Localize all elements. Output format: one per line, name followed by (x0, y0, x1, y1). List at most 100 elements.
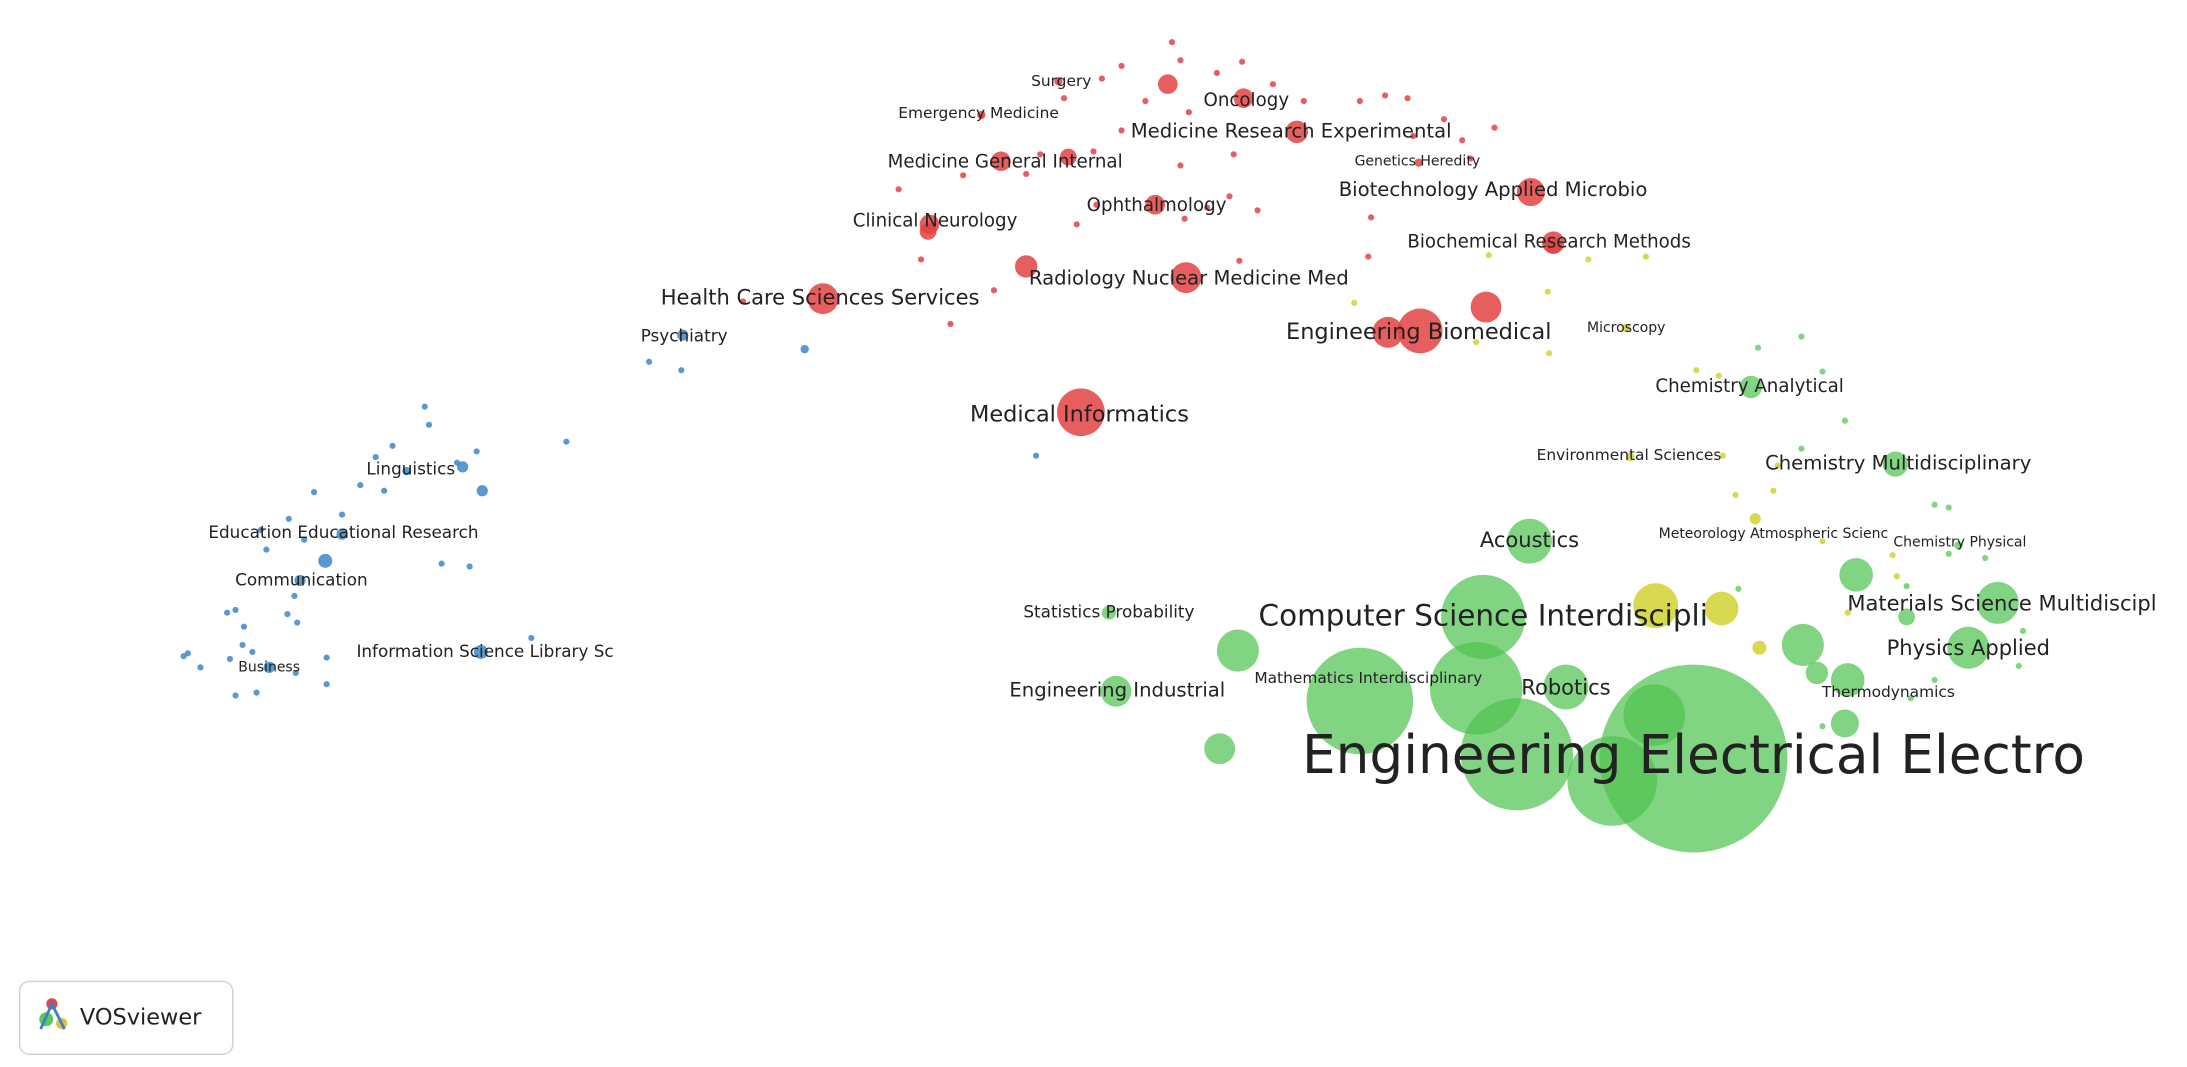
node (1441, 574, 1526, 659)
node (919, 214, 940, 235)
node (1830, 709, 1859, 738)
node (1356, 97, 1363, 105)
node (473, 448, 480, 455)
node (1704, 591, 1739, 626)
node (1798, 333, 1805, 340)
node (917, 256, 925, 263)
node-label: Acoustics (1480, 527, 1579, 552)
node (895, 186, 902, 193)
node (1754, 344, 1762, 351)
node-label: Biotechnology Applied Microbio (1339, 178, 1648, 201)
node (1770, 487, 1777, 494)
node (1367, 214, 1375, 221)
node (239, 641, 246, 649)
node (1101, 605, 1116, 620)
node (1774, 462, 1781, 469)
node (947, 320, 954, 327)
node (646, 358, 653, 365)
node (1236, 257, 1243, 264)
node (800, 344, 809, 354)
node (1351, 299, 1358, 306)
node (284, 611, 291, 618)
node (1060, 95, 1068, 102)
node-label: Linguistics (366, 459, 455, 479)
node (1693, 367, 1700, 374)
node (1889, 552, 1896, 559)
node-label: Health Care Sciences Services (661, 285, 980, 310)
node (1633, 583, 1679, 629)
node-label: Mathematics Interdisciplinary (1254, 669, 1482, 687)
node (1544, 288, 1551, 295)
node (1749, 513, 1761, 525)
node (1546, 350, 1553, 357)
node (1365, 253, 1372, 260)
node (1819, 368, 1826, 375)
node (323, 681, 330, 688)
node (1157, 74, 1178, 94)
node (1410, 132, 1417, 140)
node-label: Environmental Sciences (1537, 446, 1722, 464)
node-label: Ophthalmology (1087, 195, 1227, 216)
node (1203, 204, 1211, 211)
node (357, 482, 364, 489)
node (1819, 723, 1826, 730)
node (1213, 69, 1220, 77)
node (1100, 675, 1132, 707)
node-label: Medical Informatics (970, 402, 1189, 428)
node (1168, 39, 1176, 46)
node (1485, 252, 1492, 259)
node-label: Microscopy (1587, 320, 1665, 336)
node (1098, 75, 1105, 82)
node (1819, 538, 1826, 545)
node (1090, 148, 1097, 155)
node (528, 634, 535, 642)
node (232, 606, 239, 613)
node (1372, 316, 1404, 348)
node (1642, 253, 1649, 260)
node (336, 528, 348, 540)
node (1059, 148, 1077, 166)
node (1893, 573, 1900, 580)
node (323, 654, 330, 661)
node (457, 461, 469, 473)
node (807, 283, 839, 315)
node-label: Biochemical Research Methods (1407, 232, 1691, 253)
node-label: Radiology Nuclear Medicine Med (1029, 267, 1349, 290)
node (563, 438, 570, 445)
node (318, 553, 333, 568)
node (1032, 452, 1040, 459)
node (1300, 97, 1307, 105)
node (1170, 262, 1202, 294)
node (1181, 215, 1188, 222)
node (1145, 194, 1165, 215)
node (1882, 451, 1909, 477)
node (1839, 558, 1873, 592)
node (960, 172, 967, 179)
logo-text: VOSviewer (80, 1004, 202, 1030)
node (1626, 452, 1635, 462)
node (1732, 491, 1739, 499)
node (1954, 541, 1963, 550)
logo-box[interactable]: VOSviewer (18, 980, 234, 1056)
node (1467, 155, 1474, 162)
node (301, 536, 308, 543)
node (1976, 581, 2019, 624)
node (1907, 695, 1914, 702)
node (678, 367, 685, 374)
node (1844, 609, 1851, 616)
node (453, 459, 461, 466)
node-label: Information Science Library Sc (356, 641, 613, 661)
node-label: Emergency Medicine (898, 104, 1059, 122)
node (473, 644, 488, 659)
node (1023, 170, 1030, 177)
node (291, 592, 298, 599)
node (381, 487, 388, 494)
logo-icon (39, 998, 68, 1030)
node (1516, 178, 1545, 207)
node (1057, 388, 1105, 437)
node (1204, 733, 1236, 765)
node-label: Physics Applied (1887, 635, 2050, 660)
node (425, 421, 433, 428)
node (1185, 109, 1192, 116)
